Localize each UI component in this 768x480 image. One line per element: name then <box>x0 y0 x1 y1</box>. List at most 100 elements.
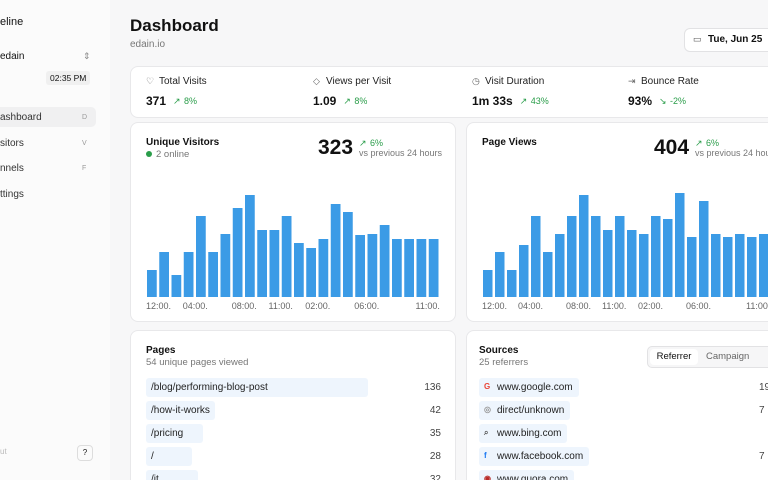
trend-icon: ↗ <box>359 138 367 148</box>
stat-icon: ♡ <box>146 76 155 86</box>
x-tick-label: 12:00. <box>146 301 171 311</box>
bar <box>579 195 589 297</box>
nav-item[interactable]: nnels <box>0 163 24 174</box>
bar <box>416 239 427 297</box>
bar <box>555 234 565 297</box>
bar <box>615 216 625 297</box>
bar <box>675 193 685 297</box>
chart-card: Unique Visitors 2 online 323 ↗ 6% vs previous… <box>130 122 456 322</box>
source-name[interactable]: www.facebook.com <box>497 451 584 462</box>
comparison: vs previous 24 hours <box>359 148 443 158</box>
row-bar <box>146 424 204 443</box>
source-name[interactable]: www.google.com <box>497 382 573 393</box>
x-tick-label: 06:00. <box>686 301 711 311</box>
page-path[interactable]: /how-it-works <box>151 405 210 416</box>
tabs: Referrer Campaign <box>647 346 768 368</box>
change: 6% <box>706 138 720 148</box>
tab[interactable]: Campaign <box>706 351 750 362</box>
nav-item[interactable]: ashboard <box>0 112 42 123</box>
trend-icon: ↗ <box>695 138 703 148</box>
source-icon: ◉ <box>484 474 491 480</box>
page-count: 42 <box>429 405 441 416</box>
page-path[interactable]: / <box>151 451 154 462</box>
bar <box>355 235 365 297</box>
app-title: eline <box>0 16 24 28</box>
pages-card: Pages 54 unique pages viewed /blog/perfo… <box>130 330 456 480</box>
page-title: Dashboard <box>130 16 219 35</box>
tab-active[interactable]: Referrer <box>650 349 698 365</box>
card-title: Sources <box>479 345 519 356</box>
bar <box>343 212 353 297</box>
stat-value: 1m 33s <box>472 94 513 108</box>
bar <box>759 234 768 297</box>
stat-trend-icon: ↘ <box>659 96 667 106</box>
card-title: Unique Visitors <box>146 137 220 148</box>
card-subtitle: 54 unique pages viewed <box>146 357 249 368</box>
x-tick-label: 11:00. <box>602 301 626 311</box>
comparison: vs previous 24 hours <box>695 148 768 158</box>
help-button[interactable]: ? <box>77 445 93 461</box>
bar <box>531 216 541 297</box>
source-icon: ⌕ <box>484 428 489 437</box>
bar <box>183 252 194 297</box>
x-tick-label: 11:00. <box>416 301 440 311</box>
source-name[interactable]: www.bing.com <box>497 428 562 439</box>
stat-value: 1.09 <box>313 94 337 108</box>
source-icon: G <box>484 382 491 391</box>
chart-card: Page Views 404 ↗6%vs previous 24 hours 12:0… <box>466 122 768 322</box>
row-bar <box>479 470 575 480</box>
online-dot <box>146 151 152 157</box>
bar <box>159 252 169 297</box>
source-count: 7 <box>759 451 765 462</box>
source-name[interactable]: www.quora.com <box>497 474 569 480</box>
stat-change: -2% <box>670 96 687 106</box>
account-name[interactable]: edain <box>0 51 25 62</box>
x-tick-label: 08:00. <box>232 301 257 311</box>
nav-item[interactable]: ttings <box>0 188 24 200</box>
source-count: 7 <box>759 405 765 416</box>
x-tick-label: 02:00. <box>638 301 663 311</box>
bar <box>392 239 402 297</box>
bar <box>306 248 316 297</box>
row-bar <box>479 424 568 443</box>
stat-icon: ◇ <box>313 76 320 86</box>
nav-shortcut: F <box>82 165 87 172</box>
x-tick-label: 08:00. <box>566 301 591 311</box>
bar <box>147 270 157 297</box>
sources-card: Sources 25 referrers Referrer Campaign G… <box>466 330 768 480</box>
change: 6% <box>370 138 384 148</box>
source-icon: f <box>484 451 487 460</box>
logout[interactable]: ut <box>0 447 7 456</box>
bar <box>220 234 231 297</box>
bar <box>507 270 517 297</box>
bar <box>245 195 255 297</box>
nav-item[interactable]: sitors <box>0 137 24 149</box>
stats-card: ♡ Total Visits 371 ↗ 8% ◇ Views per Visit 1.09 ↗… <box>130 66 768 118</box>
row-bar <box>479 447 590 466</box>
stat-label: Bounce Rate <box>641 76 699 87</box>
nav-shortcut: D <box>82 114 88 121</box>
row-bar <box>146 378 368 397</box>
source-name[interactable]: direct/unknown <box>497 405 565 416</box>
bar <box>687 237 697 297</box>
bar <box>404 239 414 297</box>
bar <box>257 230 267 297</box>
bar-chart: 12:00. 04:00. 08:00. 11:00. 02:00. 06:00. 11:0… <box>146 195 440 311</box>
bar <box>318 239 329 297</box>
date-button[interactable]: ▭ Tue, Jun 25 <box>684 28 768 52</box>
page-path[interactable]: /it <box>151 474 159 480</box>
bar <box>367 234 378 297</box>
page-path[interactable]: /blog/performing-blog-post <box>151 382 268 393</box>
page-count: 32 <box>429 474 441 480</box>
page-count: 35 <box>429 428 441 439</box>
stat-change: 8% <box>184 96 198 106</box>
x-tick-label: 11:00. <box>269 301 293 311</box>
bar <box>591 216 601 297</box>
account-switch[interactable]: ⇕ <box>83 51 91 61</box>
stat-change: 8% <box>354 96 368 106</box>
stat-trend-icon: ↗ <box>343 96 351 106</box>
bar <box>428 239 439 297</box>
stat-label: Visit Duration <box>485 76 545 87</box>
page-path[interactable]: /pricing <box>151 428 184 439</box>
